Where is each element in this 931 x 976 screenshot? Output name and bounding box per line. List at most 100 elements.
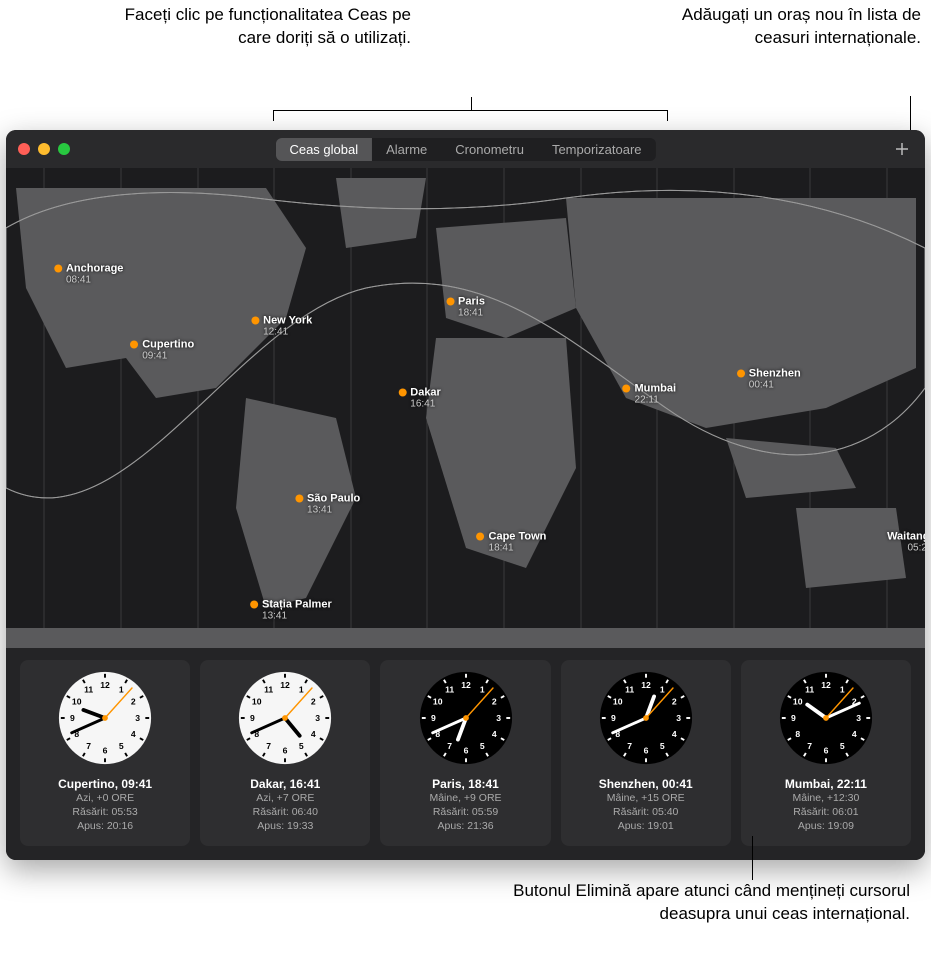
svg-text:6: 6	[463, 746, 468, 756]
svg-text:9: 9	[611, 713, 616, 723]
svg-text:6: 6	[103, 746, 108, 756]
clock-rel: Mâine, +12:30	[741, 791, 911, 805]
svg-text:12: 12	[281, 680, 291, 690]
city-label: Paris	[458, 296, 485, 308]
svg-text:11: 11	[264, 685, 273, 695]
svg-text:5: 5	[840, 741, 845, 751]
clock-row: 121234567891011Cupertino, 09:41Azi, +0 O…	[6, 648, 925, 860]
svg-text:9: 9	[791, 713, 796, 723]
svg-text:10: 10	[72, 697, 82, 707]
svg-text:7: 7	[627, 741, 632, 751]
world-map: Anchorage08:41 Cupertino09:41 New York12:4…	[6, 168, 925, 648]
zoom-icon[interactable]	[58, 143, 70, 155]
city-label: Mumbai	[635, 382, 677, 394]
city-dot-icon	[295, 495, 303, 503]
clock-title: Shenzhen, 00:41	[561, 777, 731, 791]
map-city-paris[interactable]: Paris18:41	[446, 296, 485, 319]
clock-card-dakar[interactable]: 121234567891011Dakar, 16:41Azi, +7 ORERă…	[200, 660, 370, 846]
svg-text:3: 3	[676, 713, 681, 723]
map-city-anchorage[interactable]: Anchorage08:41	[54, 262, 123, 285]
close-icon[interactable]	[18, 143, 30, 155]
svg-text:11: 11	[625, 685, 634, 695]
callout-tabs: Faceți clic pe funcționalitatea Ceas pe …	[91, 4, 411, 50]
clock-card-mumbai[interactable]: 121234567891011Mumbai, 22:11Mâine, +12:3…	[741, 660, 911, 846]
svg-text:2: 2	[491, 697, 496, 707]
clock-sunset: Apus: 19:33	[200, 819, 370, 833]
clock-card-cupertino[interactable]: 121234567891011Cupertino, 09:41Azi, +0 O…	[20, 660, 190, 846]
clock-card-paris[interactable]: 121234567891011Paris, 18:41Mâine, +9 ORE…	[380, 660, 550, 846]
city-dot-icon	[250, 600, 258, 608]
svg-text:3: 3	[856, 713, 861, 723]
svg-text:11: 11	[805, 685, 814, 695]
svg-text:5: 5	[660, 741, 665, 751]
map-city-mumbai[interactable]: Mumbai22:11	[623, 382, 677, 405]
map-city-dakar[interactable]: Dakar16:41	[398, 387, 441, 410]
city-label: Waitangi	[887, 531, 925, 543]
svg-text:1: 1	[119, 685, 124, 695]
svg-text:4: 4	[672, 729, 677, 739]
window-controls[interactable]	[6, 143, 70, 155]
svg-text:12: 12	[461, 680, 471, 690]
svg-text:12: 12	[821, 680, 831, 690]
add-city-button[interactable]	[891, 138, 913, 160]
svg-text:9: 9	[250, 713, 255, 723]
clock-face-icon: 121234567891011	[57, 670, 153, 766]
map-city-cape-town[interactable]: Cape Town18:41	[477, 531, 547, 554]
clock-sunset: Apus: 21:36	[380, 819, 550, 833]
clock-face-icon: 121234567891011	[598, 670, 694, 766]
clock-sunrise: Răsărit: 05:59	[380, 805, 550, 819]
svg-text:1: 1	[660, 685, 665, 695]
clock-title: Cupertino, 09:41	[20, 777, 190, 791]
clock-face-icon: 121234567891011	[778, 670, 874, 766]
svg-text:1: 1	[299, 685, 304, 695]
city-time: 08:41	[66, 274, 123, 285]
svg-text:5: 5	[479, 741, 484, 751]
clock-app-window: Ceas globalAlarmeCronometruTemporizatoar…	[6, 130, 925, 860]
map-city-waitangi[interactable]: Waitangi05:26	[887, 531, 925, 554]
svg-text:10: 10	[613, 697, 623, 707]
city-time: 13:41	[307, 505, 360, 516]
map-city-sta-ia-palmer[interactable]: Stația Palmer13:41	[250, 598, 332, 621]
map-city-s-o-paulo[interactable]: São Paulo13:41	[295, 493, 360, 516]
svg-text:7: 7	[807, 741, 812, 751]
svg-text:9: 9	[70, 713, 75, 723]
city-dot-icon	[54, 264, 62, 272]
city-dot-icon	[130, 341, 138, 349]
minimize-icon[interactable]	[38, 143, 50, 155]
map-city-shenzhen[interactable]: Shenzhen00:41	[737, 368, 801, 391]
svg-text:2: 2	[311, 697, 316, 707]
city-time: 12:41	[263, 327, 312, 338]
plus-icon	[893, 140, 911, 158]
map-city-cupertino[interactable]: Cupertino09:41	[130, 339, 194, 362]
clock-rel: Mâine, +15 ORE	[561, 791, 731, 805]
svg-text:5: 5	[119, 741, 124, 751]
city-dot-icon	[398, 389, 406, 397]
city-dot-icon	[477, 533, 485, 541]
world-map-svg	[6, 168, 925, 648]
svg-text:8: 8	[795, 729, 800, 739]
clock-title: Mumbai, 22:11	[741, 777, 911, 791]
clock-sunset: Apus: 19:09	[741, 819, 911, 833]
clock-rel: Azi, +0 ORE	[20, 791, 190, 805]
city-label: Cape Town	[489, 531, 547, 543]
clock-card-shenzhen[interactable]: 121234567891011Shenzhen, 00:41Mâine, +15…	[561, 660, 731, 846]
tab-bar: Ceas globalAlarmeCronometruTemporizatoar…	[275, 138, 655, 161]
callout-region-top: Faceți clic pe funcționalitatea Ceas pe …	[0, 0, 931, 130]
city-label: Anchorage	[66, 262, 123, 274]
svg-text:11: 11	[445, 685, 454, 695]
svg-text:12: 12	[100, 680, 110, 690]
city-time: 18:41	[458, 308, 485, 319]
clock-title: Paris, 18:41	[380, 777, 550, 791]
city-label: Shenzhen	[749, 368, 801, 380]
tab-temporizatoare[interactable]: Temporizatoare	[538, 138, 656, 161]
city-label: Stația Palmer	[262, 598, 332, 610]
tab-ceas-global[interactable]: Ceas global	[275, 138, 372, 161]
map-city-new-york[interactable]: New York12:41	[251, 315, 312, 338]
svg-text:10: 10	[252, 697, 262, 707]
callout-remove: Butonul Elimină apare atunci când mențin…	[510, 880, 910, 926]
tab-alarme[interactable]: Alarme	[372, 138, 441, 161]
tab-cronometru[interactable]: Cronometru	[441, 138, 538, 161]
svg-text:1: 1	[479, 685, 484, 695]
city-dot-icon	[737, 370, 745, 378]
svg-text:4: 4	[491, 729, 496, 739]
